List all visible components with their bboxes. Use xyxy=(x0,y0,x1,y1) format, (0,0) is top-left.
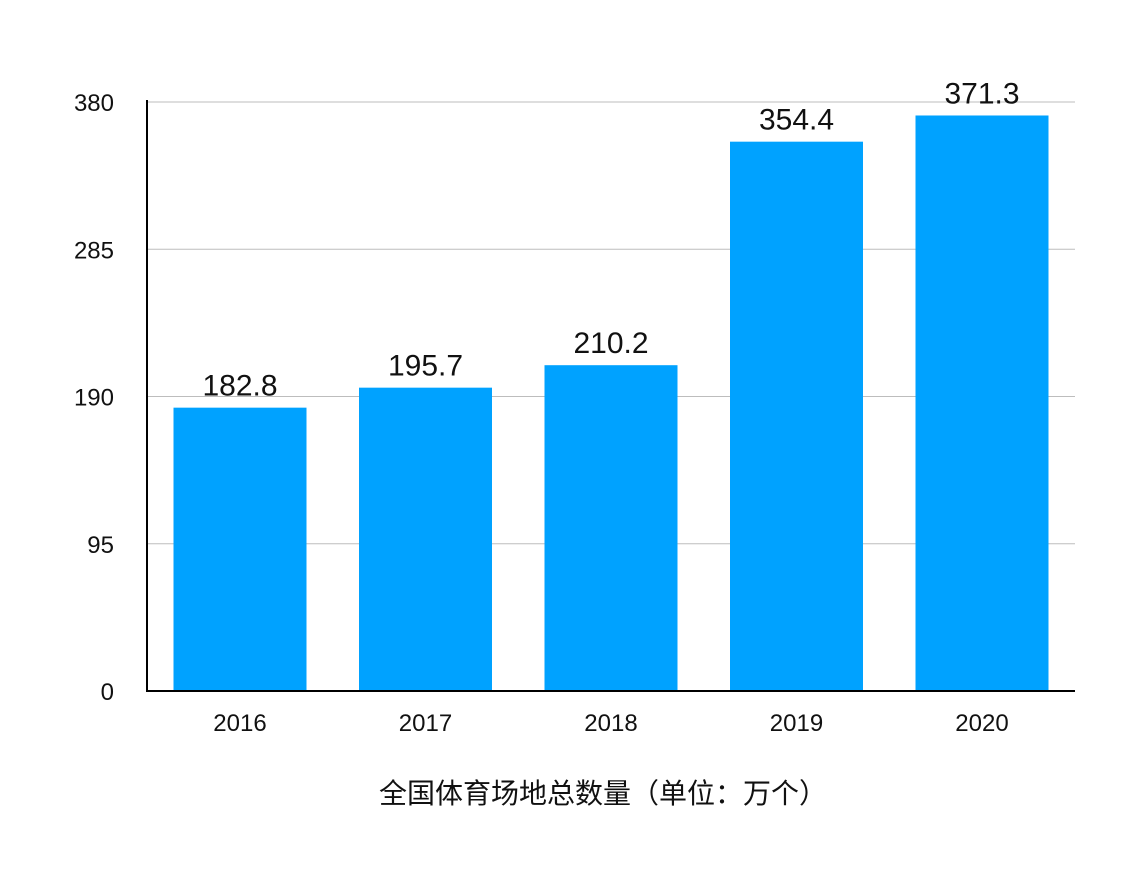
x-tick-labels: 2016 2017 2018 2019 2020 xyxy=(213,710,1008,737)
y-tick-label-190: 190 xyxy=(74,385,114,412)
data-labels: 182.8 195.7 210.2 354.4 371.3 xyxy=(202,77,1019,402)
bars xyxy=(173,115,1049,692)
x-tick-label-2019: 2019 xyxy=(770,710,823,737)
bar-2020 xyxy=(915,115,1049,692)
y-tick-label-0: 0 xyxy=(101,679,114,706)
bar-2019 xyxy=(730,141,863,691)
data-label-2019: 354.4 xyxy=(759,104,834,137)
y-tick-label-380: 380 xyxy=(74,90,114,117)
data-label-2020: 371.3 xyxy=(944,77,1019,110)
x-tick-label-2020: 2020 xyxy=(955,710,1008,737)
y-tick-labels: 0 95 190 285 380 xyxy=(74,90,114,706)
x-tick-label-2018: 2018 xyxy=(584,710,637,737)
data-label-2017: 195.7 xyxy=(388,350,463,383)
y-tick-label-95: 95 xyxy=(87,532,114,559)
x-axis-title: 全国体育场地总数量（单位：万个） xyxy=(379,777,827,810)
data-label-2018: 210.2 xyxy=(573,327,648,360)
x-tick-label-2016: 2016 xyxy=(213,710,266,737)
y-tick-label-285: 285 xyxy=(74,237,114,264)
data-label-2016: 182.8 xyxy=(202,370,277,403)
bar-2017 xyxy=(359,387,492,691)
bar-2016 xyxy=(173,407,307,691)
x-tick-label-2017: 2017 xyxy=(399,710,452,737)
axes xyxy=(146,100,1075,692)
bar-2018 xyxy=(544,365,678,691)
